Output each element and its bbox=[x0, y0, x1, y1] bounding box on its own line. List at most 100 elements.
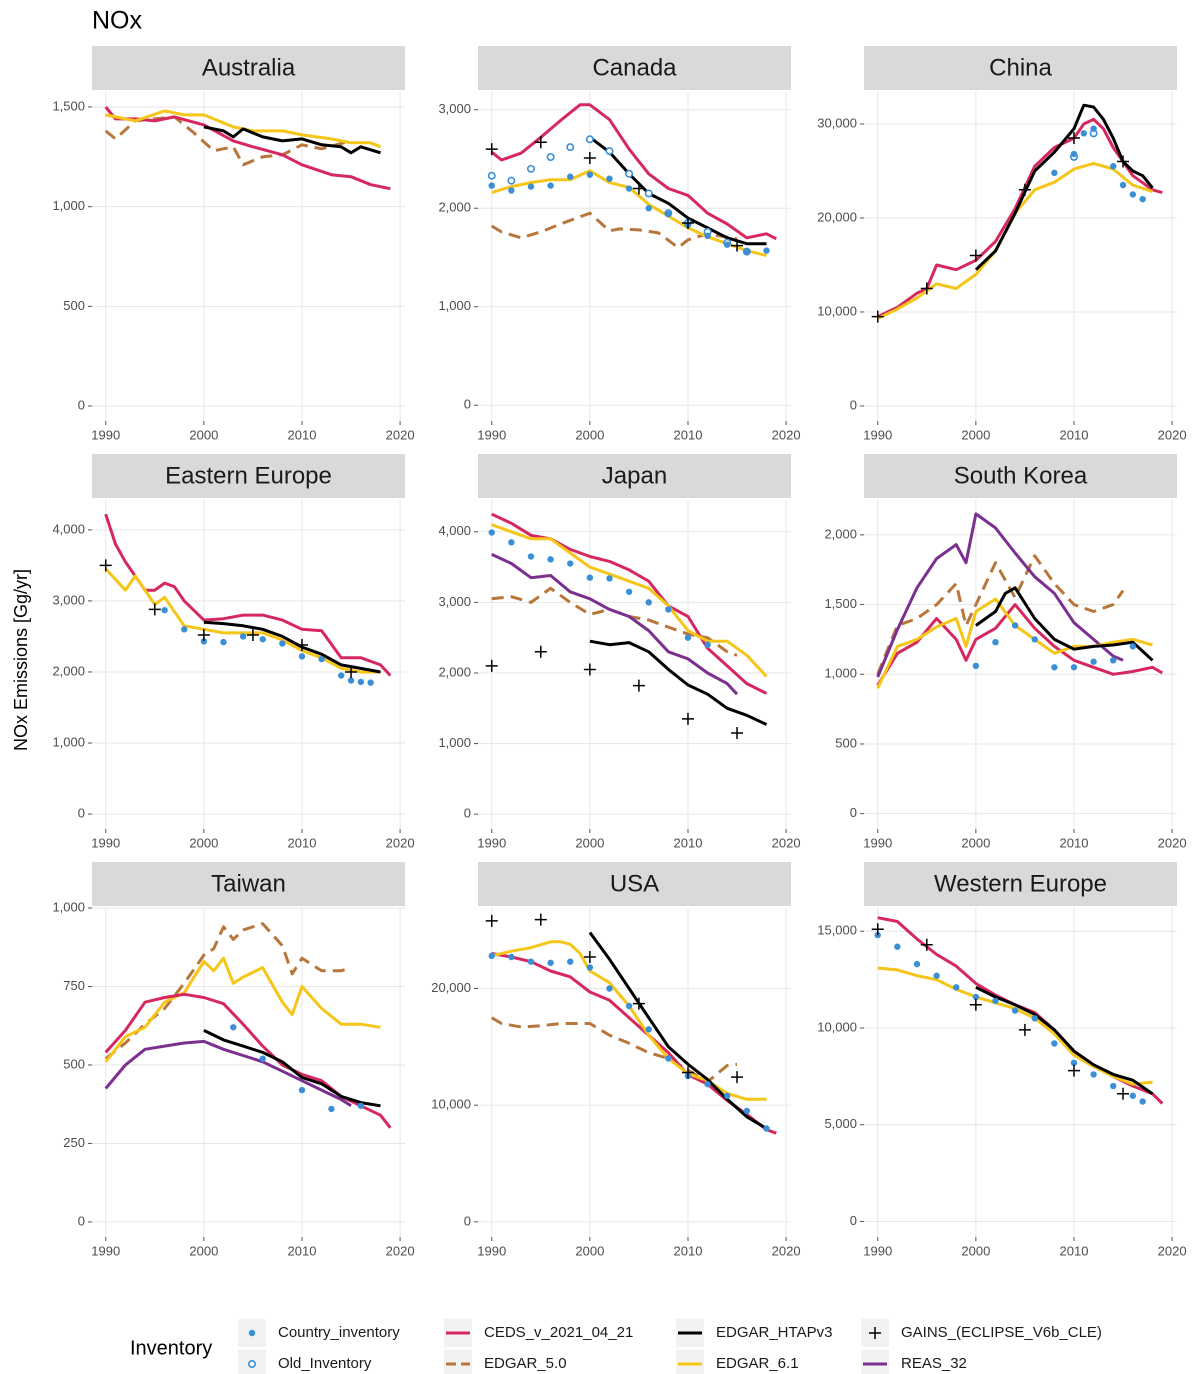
panel-title: Eastern Europe bbox=[165, 462, 332, 489]
series-line bbox=[104, 1039, 352, 1108]
series-line bbox=[490, 103, 777, 241]
legend-label: REAS_32 bbox=[901, 1355, 967, 1372]
strip bbox=[864, 862, 1177, 906]
x-tick-label: 1990 bbox=[477, 1243, 506, 1258]
x-tick-label: 2020 bbox=[772, 835, 801, 850]
series-line bbox=[203, 125, 381, 155]
strip bbox=[92, 454, 405, 498]
point bbox=[1090, 658, 1097, 665]
series-line bbox=[491, 512, 768, 695]
x-tick-label: 2000 bbox=[575, 1243, 604, 1258]
plus-marker bbox=[295, 638, 308, 651]
point bbox=[972, 662, 980, 670]
point bbox=[1070, 664, 1078, 671]
point bbox=[704, 641, 711, 648]
strip bbox=[478, 46, 791, 90]
y-tick-label: 500 bbox=[835, 735, 857, 750]
point bbox=[328, 1105, 335, 1113]
y-tick-label: 5,000 bbox=[824, 1116, 857, 1131]
point bbox=[567, 560, 574, 567]
y-tick-label: 3,000 bbox=[52, 592, 85, 607]
plus-marker bbox=[1067, 132, 1080, 145]
y-tick-label: 2,000 bbox=[824, 526, 857, 541]
point bbox=[508, 187, 515, 194]
panel-title: South Korea bbox=[954, 462, 1088, 489]
point bbox=[1090, 1071, 1097, 1078]
plus-marker bbox=[871, 310, 884, 323]
point bbox=[508, 539, 515, 546]
point bbox=[1051, 664, 1058, 671]
series-line bbox=[203, 620, 381, 674]
point bbox=[508, 953, 515, 961]
y-tick-label: 1,000 bbox=[52, 899, 85, 914]
point bbox=[586, 574, 594, 581]
series-line bbox=[490, 211, 738, 250]
y-tick-label: 750 bbox=[63, 978, 85, 993]
point bbox=[546, 153, 555, 162]
x-tick-label: 2010 bbox=[674, 1243, 703, 1258]
point bbox=[338, 672, 345, 679]
plus-marker bbox=[920, 282, 933, 295]
point bbox=[487, 171, 496, 180]
x-tick-label: 2010 bbox=[674, 427, 703, 442]
point bbox=[357, 1102, 365, 1109]
plus-marker bbox=[99, 559, 112, 572]
x-tick-label: 2000 bbox=[189, 427, 218, 442]
point bbox=[645, 1026, 652, 1033]
plus-marker bbox=[583, 951, 596, 963]
plus-marker bbox=[681, 217, 694, 230]
point bbox=[1119, 181, 1127, 189]
x-tick-label: 2000 bbox=[961, 1243, 990, 1258]
y-tick-label: 0 bbox=[464, 397, 471, 412]
x-tick-label: 2000 bbox=[961, 427, 990, 442]
legend-label: EDGAR_5.0 bbox=[484, 1355, 567, 1372]
plus-marker bbox=[485, 659, 498, 672]
plus-marker bbox=[1067, 1064, 1080, 1077]
plus-marker bbox=[869, 1327, 881, 1339]
point bbox=[547, 959, 554, 967]
y-tick-label: 1,000 bbox=[438, 298, 471, 313]
point bbox=[1129, 1092, 1137, 1099]
point bbox=[606, 175, 613, 182]
x-tick-label: 2020 bbox=[1158, 427, 1187, 442]
panel-title: Taiwan bbox=[211, 870, 286, 897]
series-line bbox=[974, 103, 1154, 271]
y-tick-label: 10,000 bbox=[431, 1097, 471, 1112]
series-line bbox=[876, 554, 1125, 675]
strip bbox=[864, 454, 1177, 498]
series-line bbox=[491, 553, 739, 696]
x-tick-label: 2020 bbox=[386, 1243, 415, 1258]
point bbox=[1090, 125, 1097, 132]
y-tick-label: 1,500 bbox=[52, 98, 85, 113]
point bbox=[645, 205, 652, 212]
point bbox=[605, 147, 614, 156]
point bbox=[1011, 1007, 1019, 1014]
point bbox=[298, 653, 306, 660]
point bbox=[1031, 1015, 1038, 1022]
y-tick-label: 3,000 bbox=[438, 594, 471, 609]
y-tick-label: 1,000 bbox=[824, 666, 857, 681]
y-tick-label: 10,000 bbox=[817, 303, 857, 318]
plus-marker bbox=[1018, 183, 1031, 196]
point bbox=[972, 993, 980, 1001]
series-line bbox=[104, 992, 392, 1129]
series-line bbox=[491, 523, 768, 678]
legend-label: Old_Inventory bbox=[278, 1355, 372, 1372]
y-tick-label: 0 bbox=[78, 1213, 85, 1228]
point bbox=[992, 638, 999, 646]
x-tick-label: 2000 bbox=[961, 835, 990, 850]
point bbox=[724, 241, 731, 248]
point bbox=[625, 588, 633, 595]
point bbox=[507, 176, 516, 185]
plus-marker bbox=[197, 629, 210, 642]
point bbox=[1139, 1098, 1146, 1105]
plus-marker bbox=[583, 151, 596, 164]
y-tick-label: 0 bbox=[850, 1213, 857, 1228]
x-tick-label: 2000 bbox=[575, 427, 604, 442]
point bbox=[586, 171, 594, 178]
y-axis-label: NOx Emissions [Gg/yr] bbox=[11, 569, 31, 751]
point bbox=[279, 640, 286, 647]
y-tick-label: 3,000 bbox=[438, 101, 471, 116]
plus-marker bbox=[681, 712, 694, 725]
plus-marker bbox=[681, 1066, 694, 1079]
